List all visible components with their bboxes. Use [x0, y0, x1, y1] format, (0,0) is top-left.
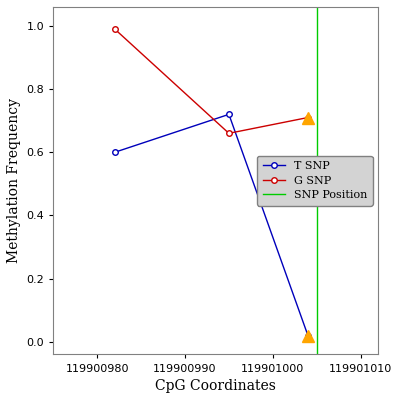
Legend: T SNP, G SNP, SNP Position: T SNP, G SNP, SNP Position	[257, 156, 373, 206]
G SNP	[306, 115, 310, 120]
G SNP	[226, 131, 231, 136]
T SNP	[306, 333, 310, 338]
X-axis label: CpG Coordinates: CpG Coordinates	[155, 379, 276, 393]
G SNP	[112, 27, 117, 32]
Line: T SNP: T SNP	[112, 112, 311, 338]
T SNP	[226, 112, 231, 117]
T SNP	[112, 150, 117, 155]
Line: G SNP: G SNP	[112, 26, 311, 136]
Y-axis label: Methylation Frequency: Methylation Frequency	[7, 98, 21, 263]
